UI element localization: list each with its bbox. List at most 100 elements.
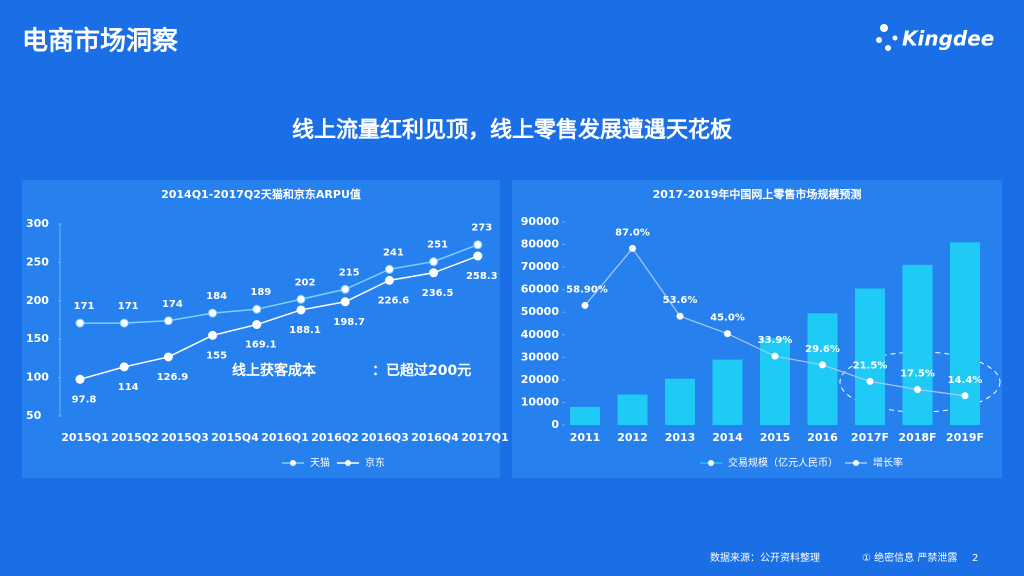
headline: 线上流量红利见顶，线上零售发展遭遇天花板 (292, 117, 733, 143)
legend-swatch (708, 460, 714, 466)
x-tick-label: 2016Q2 (311, 431, 359, 444)
point (208, 308, 218, 318)
y-tick-label: 100 (26, 371, 49, 384)
data-label: 126.9 (157, 372, 189, 383)
y-tick-label: 80000 (521, 238, 560, 251)
chart-title: 2017-2019年中国网上零售市场规模预测 (653, 187, 862, 201)
x-tick-label: 2014 (712, 431, 743, 444)
line (80, 244, 479, 324)
point (473, 240, 483, 250)
annotation: ：已超过200元 (372, 362, 471, 379)
y-tick-label: 10000 (521, 395, 560, 408)
data-label: 236.5 (422, 288, 454, 299)
point (429, 257, 439, 267)
y-tick-label: 300 (26, 217, 49, 230)
data-label: 258.3 (466, 271, 498, 282)
point (429, 268, 439, 278)
y-tick-label: 200 (26, 294, 49, 307)
legend-label: 增长率 (873, 456, 903, 469)
bar (712, 359, 743, 425)
annotation: 线上获客成本 (232, 362, 317, 379)
data-label: 114 (118, 382, 139, 393)
point (771, 352, 779, 360)
point (384, 264, 394, 274)
data-label: 53.6% (663, 295, 698, 306)
bar (665, 378, 695, 425)
point (340, 284, 350, 294)
legend-swatch (290, 460, 296, 466)
data-label: 215 (339, 267, 360, 278)
x-tick-label: 2013 (665, 431, 696, 444)
x-tick-label: 2015Q3 (161, 431, 209, 444)
point (629, 244, 636, 252)
data-label: 14.4% (948, 375, 983, 386)
data-label: 171 (118, 301, 139, 312)
y-tick-label: 70000 (521, 260, 560, 273)
point (252, 304, 262, 314)
point (581, 301, 589, 309)
y-tick-label: 30000 (521, 350, 560, 363)
x-tick-label: 2015Q4 (211, 431, 259, 444)
bar (807, 313, 838, 425)
point (724, 330, 731, 338)
point (119, 318, 129, 328)
bar (855, 288, 885, 425)
bar (617, 394, 648, 425)
y-tick-label: 90000 (521, 215, 560, 228)
y-tick-label: 50000 (521, 305, 560, 318)
x-tick-label: 2015Q1 (61, 431, 109, 444)
x-tick-label: 2019F (946, 431, 984, 444)
data-label: 58.90% (566, 284, 608, 295)
data-label: 198.7 (333, 317, 365, 328)
page-number: 2 (972, 553, 978, 564)
legend-label: 交易规模（亿元人民币） (728, 456, 838, 469)
logo-text: Kingdee (902, 27, 994, 51)
point (819, 361, 826, 369)
data-label: 202 (295, 277, 316, 288)
slide-title: 电商市场洞察 (22, 26, 179, 57)
bar (570, 406, 600, 425)
data-label: 174 (162, 299, 183, 310)
data-label: 184 (206, 291, 227, 302)
point (866, 377, 874, 385)
point (208, 330, 218, 340)
data-label: 169.1 (245, 340, 277, 351)
point (296, 294, 306, 304)
point (340, 297, 350, 307)
data-label: 17.5% (900, 368, 935, 379)
y-tick-label: 50 (26, 409, 42, 422)
x-tick-label: 2016Q3 (361, 431, 409, 444)
x-tick-label: 2012 (617, 431, 648, 444)
point (473, 251, 483, 261)
data-label: 33.9% (758, 335, 793, 346)
point (163, 316, 173, 326)
source: 数据来源：公开资料整理 (710, 551, 820, 564)
data-label: 188.1 (289, 325, 321, 336)
chart-title: 2014Q1-2017Q2天猫和京东ARPU值 (161, 187, 361, 201)
data-label: 97.8 (72, 394, 97, 405)
x-tick-label: 2015Q2 (111, 431, 159, 444)
y-tick-label: 20000 (521, 373, 560, 386)
point (384, 275, 394, 285)
legend-swatch (853, 460, 859, 466)
x-tick-label: 2018F (898, 431, 936, 444)
x-tick-label: 2011 (570, 431, 601, 444)
y-tick-label: 40000 (521, 328, 560, 341)
point (961, 392, 969, 400)
x-tick-label: 2016 (807, 431, 838, 444)
point (119, 362, 129, 372)
y-tick-label: 0 (551, 418, 559, 431)
line (79, 255, 479, 381)
y-tick-label: 60000 (521, 283, 560, 296)
point (252, 320, 262, 330)
point (676, 312, 684, 320)
data-label: 189 (250, 287, 271, 298)
data-label: 273 (471, 223, 492, 234)
legend-label: 京东 (365, 456, 385, 469)
point (75, 318, 85, 328)
x-tick-label: 2016Q4 (411, 431, 459, 444)
x-tick-label: 2017Q1 (461, 431, 509, 444)
x-tick-label: 2016Q1 (261, 431, 309, 444)
point (914, 385, 921, 393)
